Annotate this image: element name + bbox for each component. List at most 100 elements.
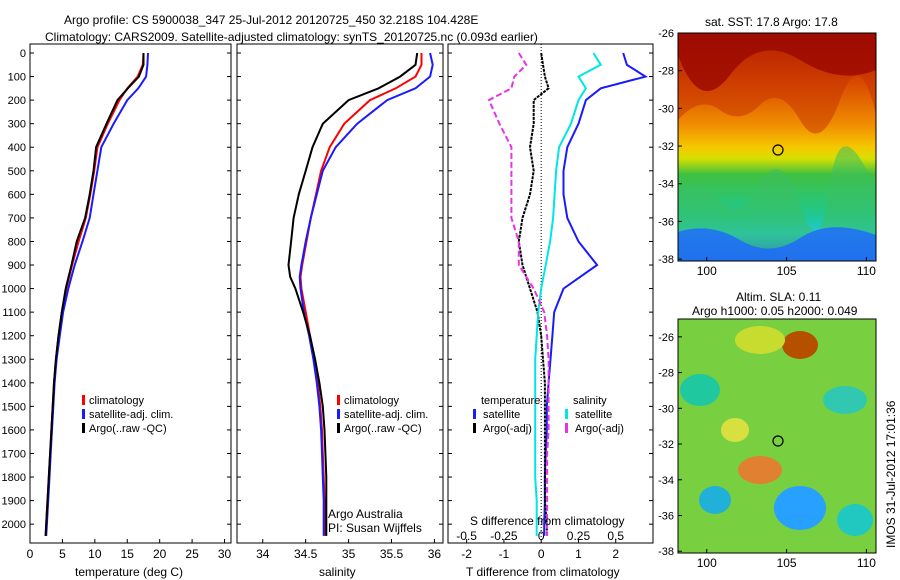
lon-tick-label: 100	[697, 264, 717, 278]
profile-panels: 0100200300400500600700800900100011001200…	[2, 43, 654, 561]
sla-map-title-line2: Argo h1000: 0.05 h2000: 0.049	[692, 304, 858, 318]
timestamp-stamp: IMOS 31-Jul-2012 17:01:36	[884, 400, 898, 548]
series-line	[44, 53, 145, 536]
legend-label: satellite	[483, 409, 520, 421]
x-tick-label: 0	[27, 547, 34, 561]
pi-label: PI: Susan Wijffels	[328, 521, 422, 535]
legend-label: climatology	[344, 395, 400, 407]
lat-tick-label: -30	[658, 403, 674, 415]
legend-group-title: salinity	[573, 395, 607, 407]
series-line	[487, 52, 550, 536]
sla-map-frame	[677, 318, 877, 554]
x-tick-label: -1	[499, 547, 510, 561]
figure-title-line1: Argo profile: CS 5900038_347 25-Jul-2012…	[64, 13, 479, 27]
top-x-tick-label: -0.25	[490, 529, 518, 543]
lat-tick-label: -26	[658, 332, 674, 344]
sla-mid-anomaly	[721, 418, 749, 442]
series-line	[299, 53, 423, 536]
figure-title-line2: Climatology: CARS2009. Satellite-adjuste…	[45, 30, 538, 44]
argo-position-marker	[772, 435, 784, 447]
lon-tick-label: 110	[857, 556, 876, 570]
x-tick-label: 1	[575, 547, 582, 561]
series-line	[287, 52, 419, 536]
sst-map-title: sat. SST: 17.8 Argo: 17.8	[705, 15, 838, 29]
sla-mid-anomaly	[735, 326, 785, 354]
top-x-tick-label: 0.25	[567, 529, 591, 543]
legend-label: Argo(..raw -QC)	[89, 423, 167, 435]
difference-panel: -2 -1 0 1 2 -0.5 -0.25 0 0.25 0.5 temperature satel…	[447, 43, 654, 561]
legend-swatch	[473, 423, 476, 433]
lat-tick-label: -34	[658, 475, 674, 487]
depth-tick-label: 1300	[2, 354, 26, 366]
sla-low-anomaly	[823, 386, 867, 414]
sla-map-title-line1: Altim. SLA: 0.11	[736, 290, 822, 304]
salinity-xlabel: salinity	[319, 565, 356, 579]
top-x-tick-label: 0	[538, 529, 545, 543]
x-tick-label: 0	[538, 547, 545, 561]
sst-map-frame	[677, 32, 877, 262]
legend-swatch	[82, 409, 85, 419]
salinity-frame	[236, 43, 444, 544]
legend-label: Argo(-adj)	[483, 423, 532, 435]
x-tick-label: 5	[59, 547, 66, 561]
sla-low-anomaly	[837, 504, 873, 536]
legend-swatch	[565, 423, 568, 433]
lat-tick-label: -34	[658, 179, 674, 191]
depth-tick-label: 1700	[2, 448, 26, 460]
lat-tick-label: -36	[658, 510, 674, 522]
series-line	[298, 52, 434, 536]
x-tick-label: 10	[88, 547, 102, 561]
depth-tick-label: 1200	[2, 331, 26, 343]
x-tick-label: 35	[342, 547, 356, 561]
top-x-tick-label: 0.5	[607, 529, 624, 543]
difference-frame	[447, 43, 654, 544]
x-tick-label: 35.5	[380, 547, 404, 561]
sla-map	[677, 318, 877, 554]
legend-swatch	[337, 423, 340, 433]
x-tick-label: -2	[461, 547, 472, 561]
x-tick-label: 15	[121, 547, 135, 561]
x-tick-label: 2	[612, 547, 619, 561]
series-line	[534, 52, 603, 536]
top-x-tick-label: -0.5	[456, 529, 477, 543]
argo-position-marker	[772, 144, 784, 156]
temperature-frame	[29, 43, 232, 544]
difference-top-xlabel: S difference from climatology	[470, 514, 625, 528]
lat-tick-label: -38	[658, 254, 674, 266]
depth-tick-label: 0	[20, 48, 26, 60]
depth-tick-label: 900	[8, 260, 26, 272]
lat-tick-label: -32	[658, 141, 674, 153]
lat-tick-label: -30	[658, 103, 674, 115]
legend-group-title: temperature	[481, 395, 540, 407]
depth-tick-label: 400	[8, 142, 26, 154]
depth-tick-label: 1100	[2, 307, 26, 319]
lon-tick-label: 105	[777, 556, 797, 570]
legend-swatch	[82, 423, 85, 433]
x-tick-label: 36	[428, 547, 442, 561]
temperature-panel: 0100200300400500600700800900100011001200…	[2, 43, 232, 561]
legend-label: satellite-adj. clim.	[344, 409, 428, 421]
depth-tick-label: 1000	[2, 284, 26, 296]
legend-swatch	[565, 409, 568, 419]
x-tick-label: 34.5	[294, 547, 318, 561]
x-tick-label: 34	[256, 547, 270, 561]
sla-high-anomaly	[782, 331, 818, 359]
depth-tick-label: 1400	[2, 378, 26, 390]
x-tick-label: 20	[153, 547, 167, 561]
depth-tick-label: 1900	[2, 496, 26, 508]
sst-warmest-band	[678, 33, 876, 91]
x-tick-label: 25	[185, 547, 199, 561]
depth-tick-label: 1500	[2, 401, 26, 413]
lat-tick-label: -26	[658, 28, 674, 40]
legend-swatch	[337, 395, 340, 405]
lon-tick-label: 105	[777, 264, 797, 278]
sst-cold-band	[678, 227, 876, 261]
x-tick-label: 30	[218, 547, 232, 561]
lon-tick-label: 110	[857, 264, 876, 278]
legend-swatch	[82, 395, 85, 405]
salinity-panel: 34 34.5 35 35.5 36 climatology satellite-adj. …	[236, 43, 444, 561]
series-line	[44, 52, 145, 536]
sla-low-anomaly	[774, 486, 826, 530]
depth-tick-label: 100	[8, 72, 26, 84]
